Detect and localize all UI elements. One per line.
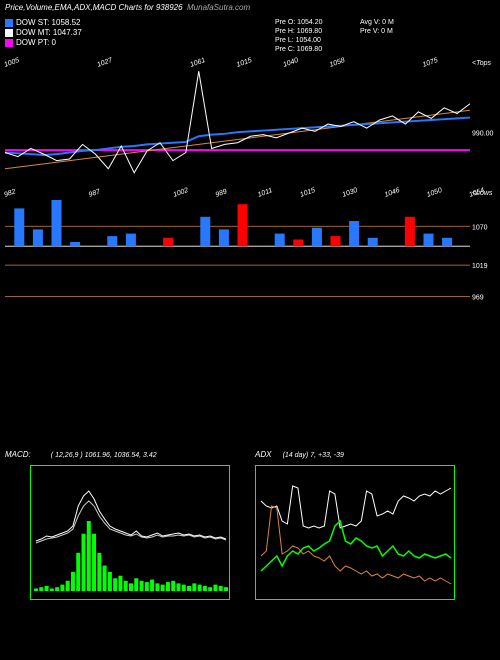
svg-text:<Tops: <Tops [472, 60, 492, 67]
svg-text:987: 987 [88, 188, 102, 199]
legend-swatch [5, 29, 13, 37]
svg-text:990.00: 990.00 [472, 131, 494, 138]
svg-text:1070: 1070 [472, 224, 488, 231]
svg-text:1027: 1027 [96, 57, 114, 69]
svg-text:1046: 1046 [384, 187, 401, 199]
svg-text:1058: 1058 [329, 57, 346, 69]
svg-text:969: 969 [472, 295, 484, 302]
svg-text:982: 982 [3, 188, 16, 199]
svg-text:1002: 1002 [172, 187, 189, 199]
macd-label: MACD: ( 12,26,9 ) 1061.96, 1036.54, 3.42 [5, 450, 157, 459]
svg-text:1054: 1054 [468, 187, 485, 199]
macd-chart [30, 465, 230, 600]
svg-text:989: 989 [215, 188, 228, 199]
svg-text:1019: 1019 [472, 263, 488, 270]
svg-text:1040: 1040 [282, 57, 299, 69]
svg-text:1011: 1011 [257, 187, 274, 199]
adx-chart [255, 465, 455, 600]
legend-text: DOW ST: 1058.52 [16, 18, 80, 27]
svg-text:1005: 1005 [3, 57, 20, 69]
legend-swatch [5, 39, 13, 47]
adx-label: ADX (14 day) 7, +33, -39 [255, 450, 344, 459]
ohlc-info: Pre O: 1054.20Pre H: 1069.80Pre L: 1054.… [275, 18, 322, 54]
svg-text:1050: 1050 [426, 187, 443, 199]
legend-item: DOW ST: 1058.52 [5, 18, 82, 27]
svg-text:1015: 1015 [236, 57, 253, 69]
legend-text: DOW MT: 1047.37 [16, 28, 82, 37]
chart-title: Price,Volume,EMA,ADX,MACD Charts for 938… [5, 3, 250, 12]
legend-text: DOW PT: 0 [16, 38, 56, 47]
legend-item: DOW MT: 1047.37 [5, 28, 82, 37]
svg-text:1015: 1015 [299, 187, 316, 199]
volume-info: Avg V: 0 MPre V: 0 M [360, 18, 394, 36]
legend-swatch [5, 19, 13, 27]
svg-text:1061: 1061 [189, 57, 206, 69]
price-chart: 1005102710611015104010581075990.00<Tops<… [0, 55, 500, 185]
legend-item: DOW PT: 0 [5, 38, 82, 47]
volume-chart: 1070 1019 969 [0, 200, 500, 310]
legend: DOW ST: 1058.52DOW MT: 1047.37DOW PT: 0 [5, 18, 82, 48]
svg-text:1030: 1030 [341, 187, 358, 199]
svg-text:1075: 1075 [422, 57, 439, 69]
